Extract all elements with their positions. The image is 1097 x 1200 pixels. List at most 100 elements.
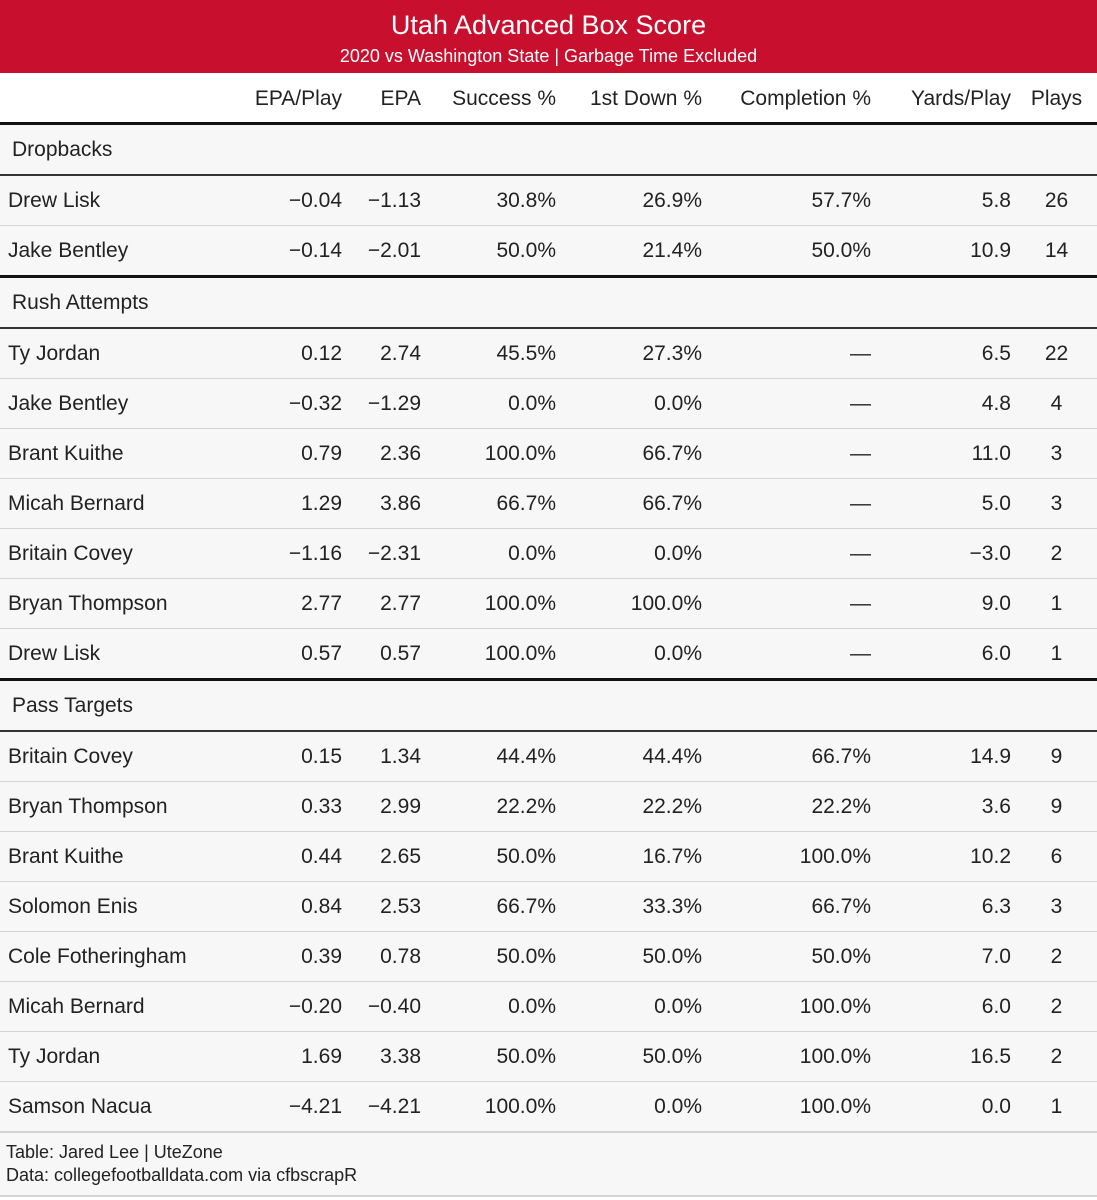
stat-cell: 2.77: [230, 578, 347, 629]
player-name-cell: Ty Jordan: [0, 1031, 230, 1082]
stat-cell: 0.0: [876, 1081, 1016, 1132]
table-row: Britain Covey 0.15 1.34 44.4% 44.4% 66.7% 14.9…: [0, 731, 1097, 782]
stat-cell: −0.32: [230, 378, 347, 429]
player-name-cell: Micah Bernard: [0, 478, 230, 529]
player-name-cell: Brant Kuithe: [0, 831, 230, 882]
stat-cell: 100.0%: [707, 831, 876, 882]
stat-cell: 16.7%: [561, 831, 707, 882]
stat-cell: −1.16: [230, 528, 347, 579]
stat-cell: —: [707, 378, 876, 429]
table-row: Jake Bentley −0.32 −1.29 0.0% 0.0% —4.8 4: [0, 378, 1097, 429]
stat-cell: —: [707, 428, 876, 479]
stat-cell: 5.8: [876, 175, 1016, 226]
stat-cell: —: [707, 628, 876, 681]
stat-cell: 4: [1016, 378, 1097, 429]
stat-cell: —: [707, 328, 876, 379]
stat-cell: 44.4%: [426, 731, 561, 782]
stat-cell: 1: [1016, 628, 1097, 681]
stat-cell: —: [707, 578, 876, 629]
stat-cell: 0.0%: [426, 378, 561, 429]
stat-cell: 2: [1016, 931, 1097, 982]
stat-cell: 30.8%: [426, 175, 561, 226]
stat-cell: 4.8: [876, 378, 1016, 429]
table-row: Ty Jordan 1.69 3.38 50.0% 50.0% 100.0% 16.5 2: [0, 1031, 1097, 1082]
stat-cell: 66.7%: [426, 478, 561, 529]
table-row: Cole Fotheringham 0.39 0.78 50.0% 50.0% 50.0%…: [0, 931, 1097, 982]
stat-cell: 6.5: [876, 328, 1016, 379]
stat-cell: 22.2%: [561, 781, 707, 832]
stat-cell: 0.57: [347, 628, 426, 681]
stat-cell: 50.0%: [707, 225, 876, 278]
table-header: Utah Advanced Box Score 2020 vs Washingt…: [0, 0, 1097, 75]
column-header: 1st Down %: [561, 75, 707, 125]
stat-cell: 50.0%: [426, 931, 561, 982]
table-row: Micah Bernard −0.20 −0.40 0.0% 0.0% 100.0% 6.0…: [0, 981, 1097, 1032]
table-row: Bryan Thompson 2.77 2.77 100.0% 100.0% —9.0 1: [0, 578, 1097, 629]
column-header: Plays: [1016, 75, 1097, 125]
stat-cell: 22.2%: [426, 781, 561, 832]
stat-cell: 50.0%: [426, 831, 561, 882]
player-name-cell: Cole Fotheringham: [0, 931, 230, 982]
table-row: Jake Bentley −0.14 −2.01 50.0% 21.4% 50.0% 10.…: [0, 225, 1097, 278]
stat-cell: 0.12: [230, 328, 347, 379]
stat-cell: 100.0%: [426, 428, 561, 479]
player-name-cell: Bryan Thompson: [0, 781, 230, 832]
stat-cell: 100.0%: [426, 1081, 561, 1132]
stat-cell: 0.0%: [561, 628, 707, 681]
group-label: Pass Targets: [0, 679, 1097, 732]
stat-cell: 44.4%: [561, 731, 707, 782]
stat-cell: 0.15: [230, 731, 347, 782]
player-name-cell: Solomon Enis: [0, 881, 230, 932]
table-row: Micah Bernard 1.29 3.86 66.7% 66.7% —5.0 3: [0, 478, 1097, 529]
table-row: Brant Kuithe 0.79 2.36 100.0% 66.7% —11.0 3: [0, 428, 1097, 479]
stat-cell: 0.33: [230, 781, 347, 832]
stat-cell: 2: [1016, 1031, 1097, 1082]
stat-cell: 1: [1016, 578, 1097, 629]
stat-cell: 100.0%: [707, 1031, 876, 1082]
stat-cell: 6.0: [876, 981, 1016, 1032]
stat-cell: 14.9: [876, 731, 1016, 782]
stat-cell: 0.78: [347, 931, 426, 982]
stat-cell: 3.86: [347, 478, 426, 529]
stat-cell: 0.0%: [561, 528, 707, 579]
stat-cell: 2: [1016, 981, 1097, 1032]
stat-cell: 0.57: [230, 628, 347, 681]
stat-cell: −3.0: [876, 528, 1016, 579]
table-row: Britain Covey −1.16 −2.31 0.0% 0.0% — −3.0 2: [0, 528, 1097, 579]
group-label: Rush Attempts: [0, 276, 1097, 329]
stat-cell: −0.04: [230, 175, 347, 226]
stat-cell: 0.84: [230, 881, 347, 932]
stat-cell: 22.2%: [707, 781, 876, 832]
stat-cell: −4.21: [230, 1081, 347, 1132]
column-header: [0, 75, 230, 125]
player-name-cell: Drew Lisk: [0, 628, 230, 681]
stat-cell: 33.3%: [561, 881, 707, 932]
stat-cell: 2.77: [347, 578, 426, 629]
table-footer: Table: Jared Lee | UteZone Data: college…: [0, 1132, 1097, 1195]
stat-cell: 1: [1016, 1081, 1097, 1132]
stat-cell: 3.38: [347, 1031, 426, 1082]
stat-cell: 5.0: [876, 478, 1016, 529]
table-row: Solomon Enis 0.84 2.53 66.7% 33.3% 66.7% 6.3 3: [0, 881, 1097, 932]
stat-cell: 26: [1016, 175, 1097, 226]
stat-cell: 100.0%: [561, 578, 707, 629]
stat-cell: 66.7%: [707, 881, 876, 932]
stat-cell: 100.0%: [426, 628, 561, 681]
stat-cell: 0.0%: [561, 1081, 707, 1132]
group-label: Dropbacks: [0, 123, 1097, 176]
group-row: Dropbacks: [0, 123, 1097, 176]
stat-cell: 16.5: [876, 1031, 1016, 1082]
stat-cell: 9: [1016, 781, 1097, 832]
stat-cell: 66.7%: [561, 478, 707, 529]
stat-cell: 21.4%: [561, 225, 707, 278]
stat-cell: 0.0%: [426, 981, 561, 1032]
stat-cell: 2: [1016, 528, 1097, 579]
column-header: Yards/Play: [876, 75, 1016, 125]
stat-cell: 11.0: [876, 428, 1016, 479]
stat-cell: 50.0%: [707, 931, 876, 982]
stat-cell: 9.0: [876, 578, 1016, 629]
table-row: Bryan Thompson 0.33 2.99 22.2% 22.2% 22.2% 3.6…: [0, 781, 1097, 832]
stat-cell: 2.74: [347, 328, 426, 379]
stat-cell: 2.53: [347, 881, 426, 932]
